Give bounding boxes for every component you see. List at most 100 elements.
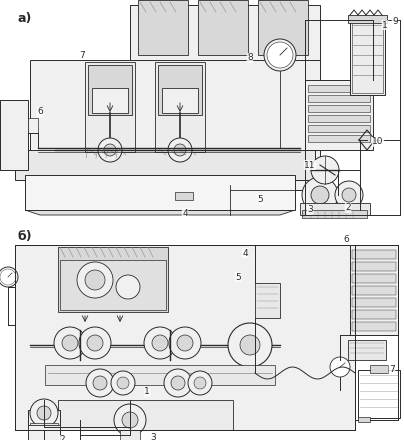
Text: 4: 4	[242, 249, 248, 257]
Circle shape	[330, 357, 350, 377]
Bar	[308, 115, 370, 122]
Bar	[58, 247, 168, 312]
Circle shape	[30, 399, 58, 427]
Bar	[58, 400, 233, 430]
Bar	[352, 22, 383, 93]
Text: 7: 7	[389, 366, 395, 374]
Circle shape	[116, 275, 140, 299]
Bar	[60, 260, 166, 310]
Bar	[175, 192, 193, 200]
Circle shape	[117, 377, 129, 389]
Text: 7: 7	[79, 51, 85, 59]
Circle shape	[267, 42, 293, 68]
Text: 3: 3	[150, 433, 156, 440]
Circle shape	[302, 177, 338, 213]
Circle shape	[144, 327, 176, 359]
Bar	[308, 85, 370, 92]
Bar	[348, 15, 387, 23]
Bar	[352, 286, 396, 295]
Circle shape	[171, 376, 185, 390]
Circle shape	[188, 371, 212, 395]
Bar	[28, 410, 60, 440]
Bar	[308, 135, 370, 142]
Bar	[92, 88, 128, 113]
Bar	[120, 430, 140, 440]
Circle shape	[87, 335, 103, 351]
Text: 2: 2	[59, 436, 65, 440]
Bar	[352, 274, 396, 283]
Text: 6: 6	[343, 235, 349, 245]
Bar	[30, 60, 320, 190]
Polygon shape	[25, 210, 295, 215]
Text: 4: 4	[182, 209, 188, 217]
Text: 2: 2	[345, 203, 351, 213]
Text: 1: 1	[144, 388, 150, 396]
Circle shape	[114, 404, 146, 436]
Circle shape	[228, 323, 272, 367]
Text: 10: 10	[372, 137, 384, 147]
Text: 8: 8	[247, 54, 253, 62]
Bar	[350, 245, 398, 335]
Bar	[358, 370, 400, 418]
Circle shape	[77, 262, 113, 298]
Bar	[158, 65, 202, 115]
Text: 11: 11	[304, 161, 316, 169]
Bar	[352, 322, 396, 331]
Bar	[0, 100, 28, 170]
Circle shape	[194, 377, 206, 389]
Circle shape	[169, 327, 201, 359]
Bar	[162, 88, 198, 113]
Circle shape	[0, 267, 18, 287]
Bar	[352, 310, 396, 319]
Bar	[352, 250, 396, 259]
Bar	[30, 423, 58, 440]
Bar	[138, 0, 188, 55]
Circle shape	[164, 369, 192, 397]
Circle shape	[62, 335, 78, 351]
Bar	[370, 365, 388, 373]
Text: 6: 6	[37, 107, 43, 117]
Circle shape	[111, 371, 135, 395]
Bar	[28, 425, 60, 440]
Text: 3: 3	[307, 205, 313, 214]
Bar	[258, 0, 308, 55]
Text: 5: 5	[235, 272, 241, 282]
Bar	[302, 210, 367, 218]
Circle shape	[177, 335, 193, 351]
Circle shape	[85, 270, 105, 290]
Bar	[15, 245, 355, 430]
Text: a): a)	[18, 12, 32, 25]
Circle shape	[37, 406, 51, 420]
Text: 1: 1	[382, 21, 388, 29]
Bar	[85, 62, 135, 152]
Polygon shape	[38, 435, 50, 440]
Bar	[15, 150, 315, 180]
Circle shape	[54, 327, 86, 359]
Bar	[358, 417, 370, 422]
Circle shape	[86, 369, 114, 397]
Bar	[308, 105, 370, 112]
Circle shape	[311, 186, 329, 204]
Circle shape	[0, 269, 16, 285]
Bar	[130, 5, 320, 65]
Bar	[25, 175, 295, 210]
Bar	[348, 340, 386, 360]
Circle shape	[93, 376, 107, 390]
Circle shape	[335, 181, 363, 209]
Bar	[88, 65, 132, 115]
Bar	[352, 298, 396, 307]
Circle shape	[168, 138, 192, 162]
Circle shape	[122, 412, 138, 428]
Circle shape	[311, 156, 339, 184]
Text: 9: 9	[392, 18, 398, 26]
Circle shape	[174, 144, 186, 156]
Bar	[308, 125, 370, 132]
Bar	[350, 20, 385, 95]
Circle shape	[342, 188, 356, 202]
Bar	[352, 262, 396, 271]
Bar	[198, 0, 248, 55]
Text: б): б)	[18, 230, 33, 243]
Bar	[308, 95, 370, 102]
Bar	[45, 365, 275, 385]
Circle shape	[98, 138, 122, 162]
